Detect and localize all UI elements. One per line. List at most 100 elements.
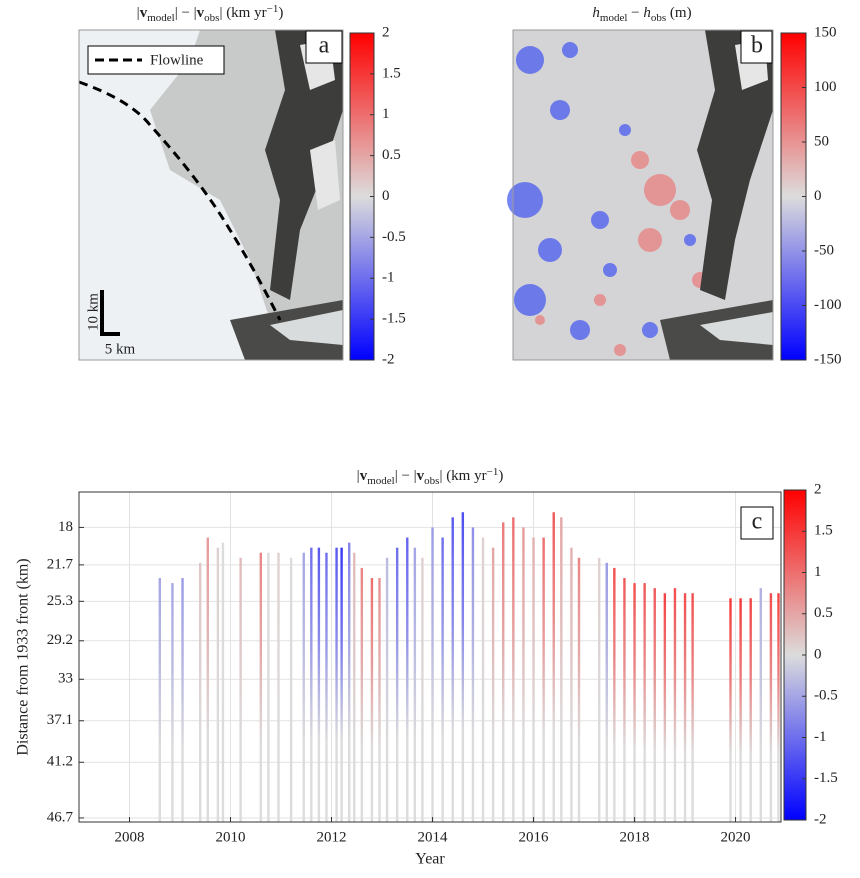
data-column [512,517,515,822]
data-column [395,547,399,822]
data-column [206,537,209,822]
data-column [597,557,601,822]
colorbar-tick-label: -1 [814,729,827,745]
y-tick-label: 33 [58,671,73,687]
x-tick-label: 2012 [317,829,347,845]
data-column [370,578,374,822]
data-column [623,578,626,822]
y-tick-label: 46.7 [47,809,74,825]
x-tick-label: 2014 [418,829,449,845]
data-column [325,552,328,822]
colorbar-tick-label: 0 [382,188,390,204]
title-part: obs [424,475,439,487]
data-column [310,547,313,822]
x-tick-label: 2018 [620,829,650,845]
data-column [461,512,465,822]
y-tick-label: 18 [58,519,73,535]
colorbar-tick-label: 150 [814,24,837,40]
title-part: v [360,468,368,484]
title-part: model [147,12,175,24]
colorbar-tick-label: 0.5 [382,147,401,163]
colorbar-tick-label: 1 [814,564,822,580]
colorbar-tick-label: 2 [814,481,822,497]
colorbar-tick-label: -1 [382,270,395,286]
axes-box [78,491,782,823]
y-tick-label: 25.3 [47,593,73,609]
panel-letter: b [751,33,763,59]
data-column [335,547,338,822]
y-tick-label: 29.2 [47,632,73,648]
data-column [385,557,389,822]
data-column [729,598,732,822]
title-part: −1 [487,466,499,478]
title-part: ) [498,468,503,484]
data-column [502,522,505,822]
data-column [413,547,417,822]
y-tick-label: 41.2 [47,754,73,770]
title-part: v [197,5,205,21]
data-column [277,552,280,822]
data-column [673,588,677,822]
colorbar-tick-label: 1 [382,106,390,122]
data-column [491,547,495,822]
y-tick-label: 37.1 [47,712,73,728]
data-column [171,583,174,822]
legend-label: Flowline [150,52,204,68]
colorbar-tick-label: 2 [382,24,390,40]
title-part: obs [651,12,666,24]
scale-label: 10 km [85,293,101,331]
data-column [749,598,752,822]
x-axis-label: Year [415,851,445,868]
data-column [289,557,293,822]
scale-label: 5 km [105,341,136,357]
data-column [158,578,162,822]
data-column [347,542,351,822]
title-part: | − | [175,5,197,21]
data-column [633,583,636,822]
data-column [353,552,356,822]
colorbar-tick-label: 1.5 [382,65,401,81]
title-part: | (km yr [219,5,266,21]
y-axis-label: Distance from 1933 front (km) [15,558,32,755]
map-title: |vmodel| − |vobs| (km yr−1) [137,3,284,24]
data-column [378,578,381,822]
data-column [481,537,485,822]
data-column [406,537,409,822]
y-tick-label: 21.7 [47,556,74,572]
data-column [552,512,555,822]
data-column [471,527,475,822]
data-column [613,567,616,822]
colorbar-tick-label: 0 [814,188,822,204]
data-column [421,557,424,822]
data-column [532,537,535,822]
title-part: ) [278,5,283,21]
data-column [431,527,434,822]
colorbar-tick-label: -1.5 [382,311,406,327]
data-column [441,537,444,822]
map-b [507,29,774,361]
data-column [643,583,646,822]
data-column [199,562,202,822]
data-column [683,593,687,822]
data-column [577,557,581,822]
colorbar-tick-label: 50 [814,133,829,149]
map-a [78,29,344,361]
colorbar-tick-label: -100 [814,297,842,313]
title-part: | [357,468,360,484]
data-column [605,562,608,822]
data-column [317,547,321,822]
data-column [739,598,742,822]
colorbar-tick-label: -50 [814,242,834,258]
x-tick-label: 2010 [216,829,246,845]
data-column [570,547,573,822]
title-part: − [627,5,643,21]
title-part: h [643,5,651,21]
title-part: | − | [395,468,417,484]
x-tick-label: 2008 [115,829,145,845]
colorbar-tick-label: 0 [814,646,822,662]
title-part: obs [204,12,219,24]
data-column [769,593,773,822]
data-column [522,527,525,822]
data-column [777,593,780,822]
title-part: v [140,5,148,21]
